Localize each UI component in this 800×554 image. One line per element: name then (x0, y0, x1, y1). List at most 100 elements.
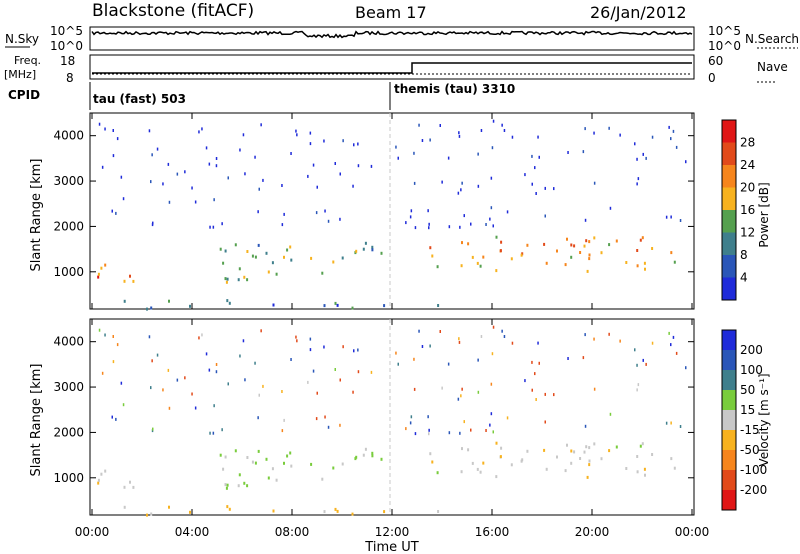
velocity-colorbar-tick-label: 100 (740, 363, 763, 377)
power-cell (371, 248, 374, 252)
velocity-cell (104, 333, 106, 337)
xtick-label: 00:00 (75, 525, 110, 539)
velocity-cell (584, 424, 587, 428)
velocity-cell (675, 351, 678, 355)
power-cell (584, 127, 586, 131)
velocity-colorbar-swatch (722, 350, 736, 370)
power-cell (281, 223, 284, 227)
velocity-cell (123, 485, 126, 489)
velocity-cell (670, 343, 672, 347)
velocity-cell (208, 368, 211, 372)
velocity-cell (351, 512, 354, 516)
power-y-ticks: 1000 2000 3000 4000 (53, 129, 694, 279)
power-cell (98, 122, 101, 126)
velocity-cell (362, 453, 365, 457)
power-cell (307, 174, 309, 178)
power-cell (224, 249, 227, 253)
power-cell (219, 247, 222, 251)
power-cell (342, 139, 344, 143)
velocity-cell (254, 361, 256, 365)
velocity-cell (593, 387, 596, 391)
power-cell (564, 263, 567, 267)
power-cell (275, 272, 278, 276)
velocity-cell (238, 473, 241, 477)
velocity-cell (234, 449, 237, 453)
velocity-cell (553, 393, 555, 397)
power-colorbar-swatch (722, 187, 736, 210)
power-cell (586, 269, 589, 273)
velocity-cell (651, 453, 654, 456)
power-cell (290, 152, 292, 155)
velocity-cell (636, 470, 639, 474)
velocity-cell (625, 467, 628, 470)
power-colorbar-tick-label: 28 (740, 136, 755, 150)
power-cell (414, 226, 417, 230)
velocity-cell (511, 341, 514, 345)
velocity-cell (470, 428, 472, 432)
power-cell (447, 156, 450, 160)
xtick-label: 08:00 (275, 525, 310, 539)
velocity-cell (272, 509, 275, 513)
velocity-cell (636, 455, 639, 458)
power-cell (410, 209, 413, 213)
power-cell (167, 162, 170, 166)
power-cell (370, 164, 373, 168)
velocity-colorbar-swatch (722, 450, 736, 470)
power-colorbar-tick-label: 16 (740, 203, 755, 217)
power-cell (534, 166, 536, 170)
velocity-cell (152, 427, 154, 431)
velocity-cell (243, 481, 246, 485)
power-cell (461, 241, 463, 245)
power-cell (673, 260, 676, 264)
velocity-cell (410, 415, 413, 419)
velocity-cell (395, 351, 397, 355)
velocity-cell (122, 403, 125, 407)
velocity-cell (534, 372, 536, 376)
velocity-cell (324, 415, 326, 419)
velocity-colorbar-frame (721, 329, 737, 511)
velocity-cell (585, 445, 588, 449)
power-cell (535, 192, 537, 195)
velocity-cell (364, 447, 367, 451)
power-cell (227, 176, 229, 180)
date-title: 26/Jan/2012 (590, 3, 687, 22)
power-cell (357, 142, 359, 146)
velocity-cell (421, 345, 424, 348)
velocity-cell (323, 510, 326, 514)
power-cell (461, 181, 463, 185)
velocity-cell (129, 480, 131, 484)
velocity-cell (258, 393, 260, 397)
power-cell (258, 187, 260, 191)
velocity-cell (242, 339, 245, 343)
power-cell (625, 261, 628, 264)
velocity-cell (212, 431, 215, 435)
power-cell (670, 251, 673, 255)
velocity-cell (492, 325, 495, 329)
velocity-cell (310, 462, 313, 466)
freq-tick-top: 18 (60, 54, 75, 68)
velocity-cell (111, 415, 113, 419)
velocity-cell (224, 483, 227, 487)
power-cell (104, 263, 107, 267)
power-cell (499, 249, 502, 253)
power-cell (104, 127, 106, 131)
power-cell (636, 249, 639, 252)
power-cell (221, 222, 223, 226)
velocity-cell (309, 348, 312, 352)
velocity-cell (608, 449, 611, 453)
power-cell (224, 277, 227, 281)
velocity-cell (584, 333, 586, 337)
power-cell (323, 139, 325, 143)
power-cell (668, 125, 670, 129)
velocity-cell (437, 510, 440, 513)
velocity-cell (271, 467, 274, 471)
velocity-cell (309, 337, 312, 341)
power-cell (506, 210, 509, 214)
velocity-cell (189, 510, 191, 514)
velocity-cell (506, 416, 509, 420)
power-cell (500, 240, 503, 244)
velocity-cell (479, 470, 482, 474)
power-cell (215, 164, 218, 168)
power-cell (257, 243, 260, 247)
power-cell (257, 210, 259, 214)
